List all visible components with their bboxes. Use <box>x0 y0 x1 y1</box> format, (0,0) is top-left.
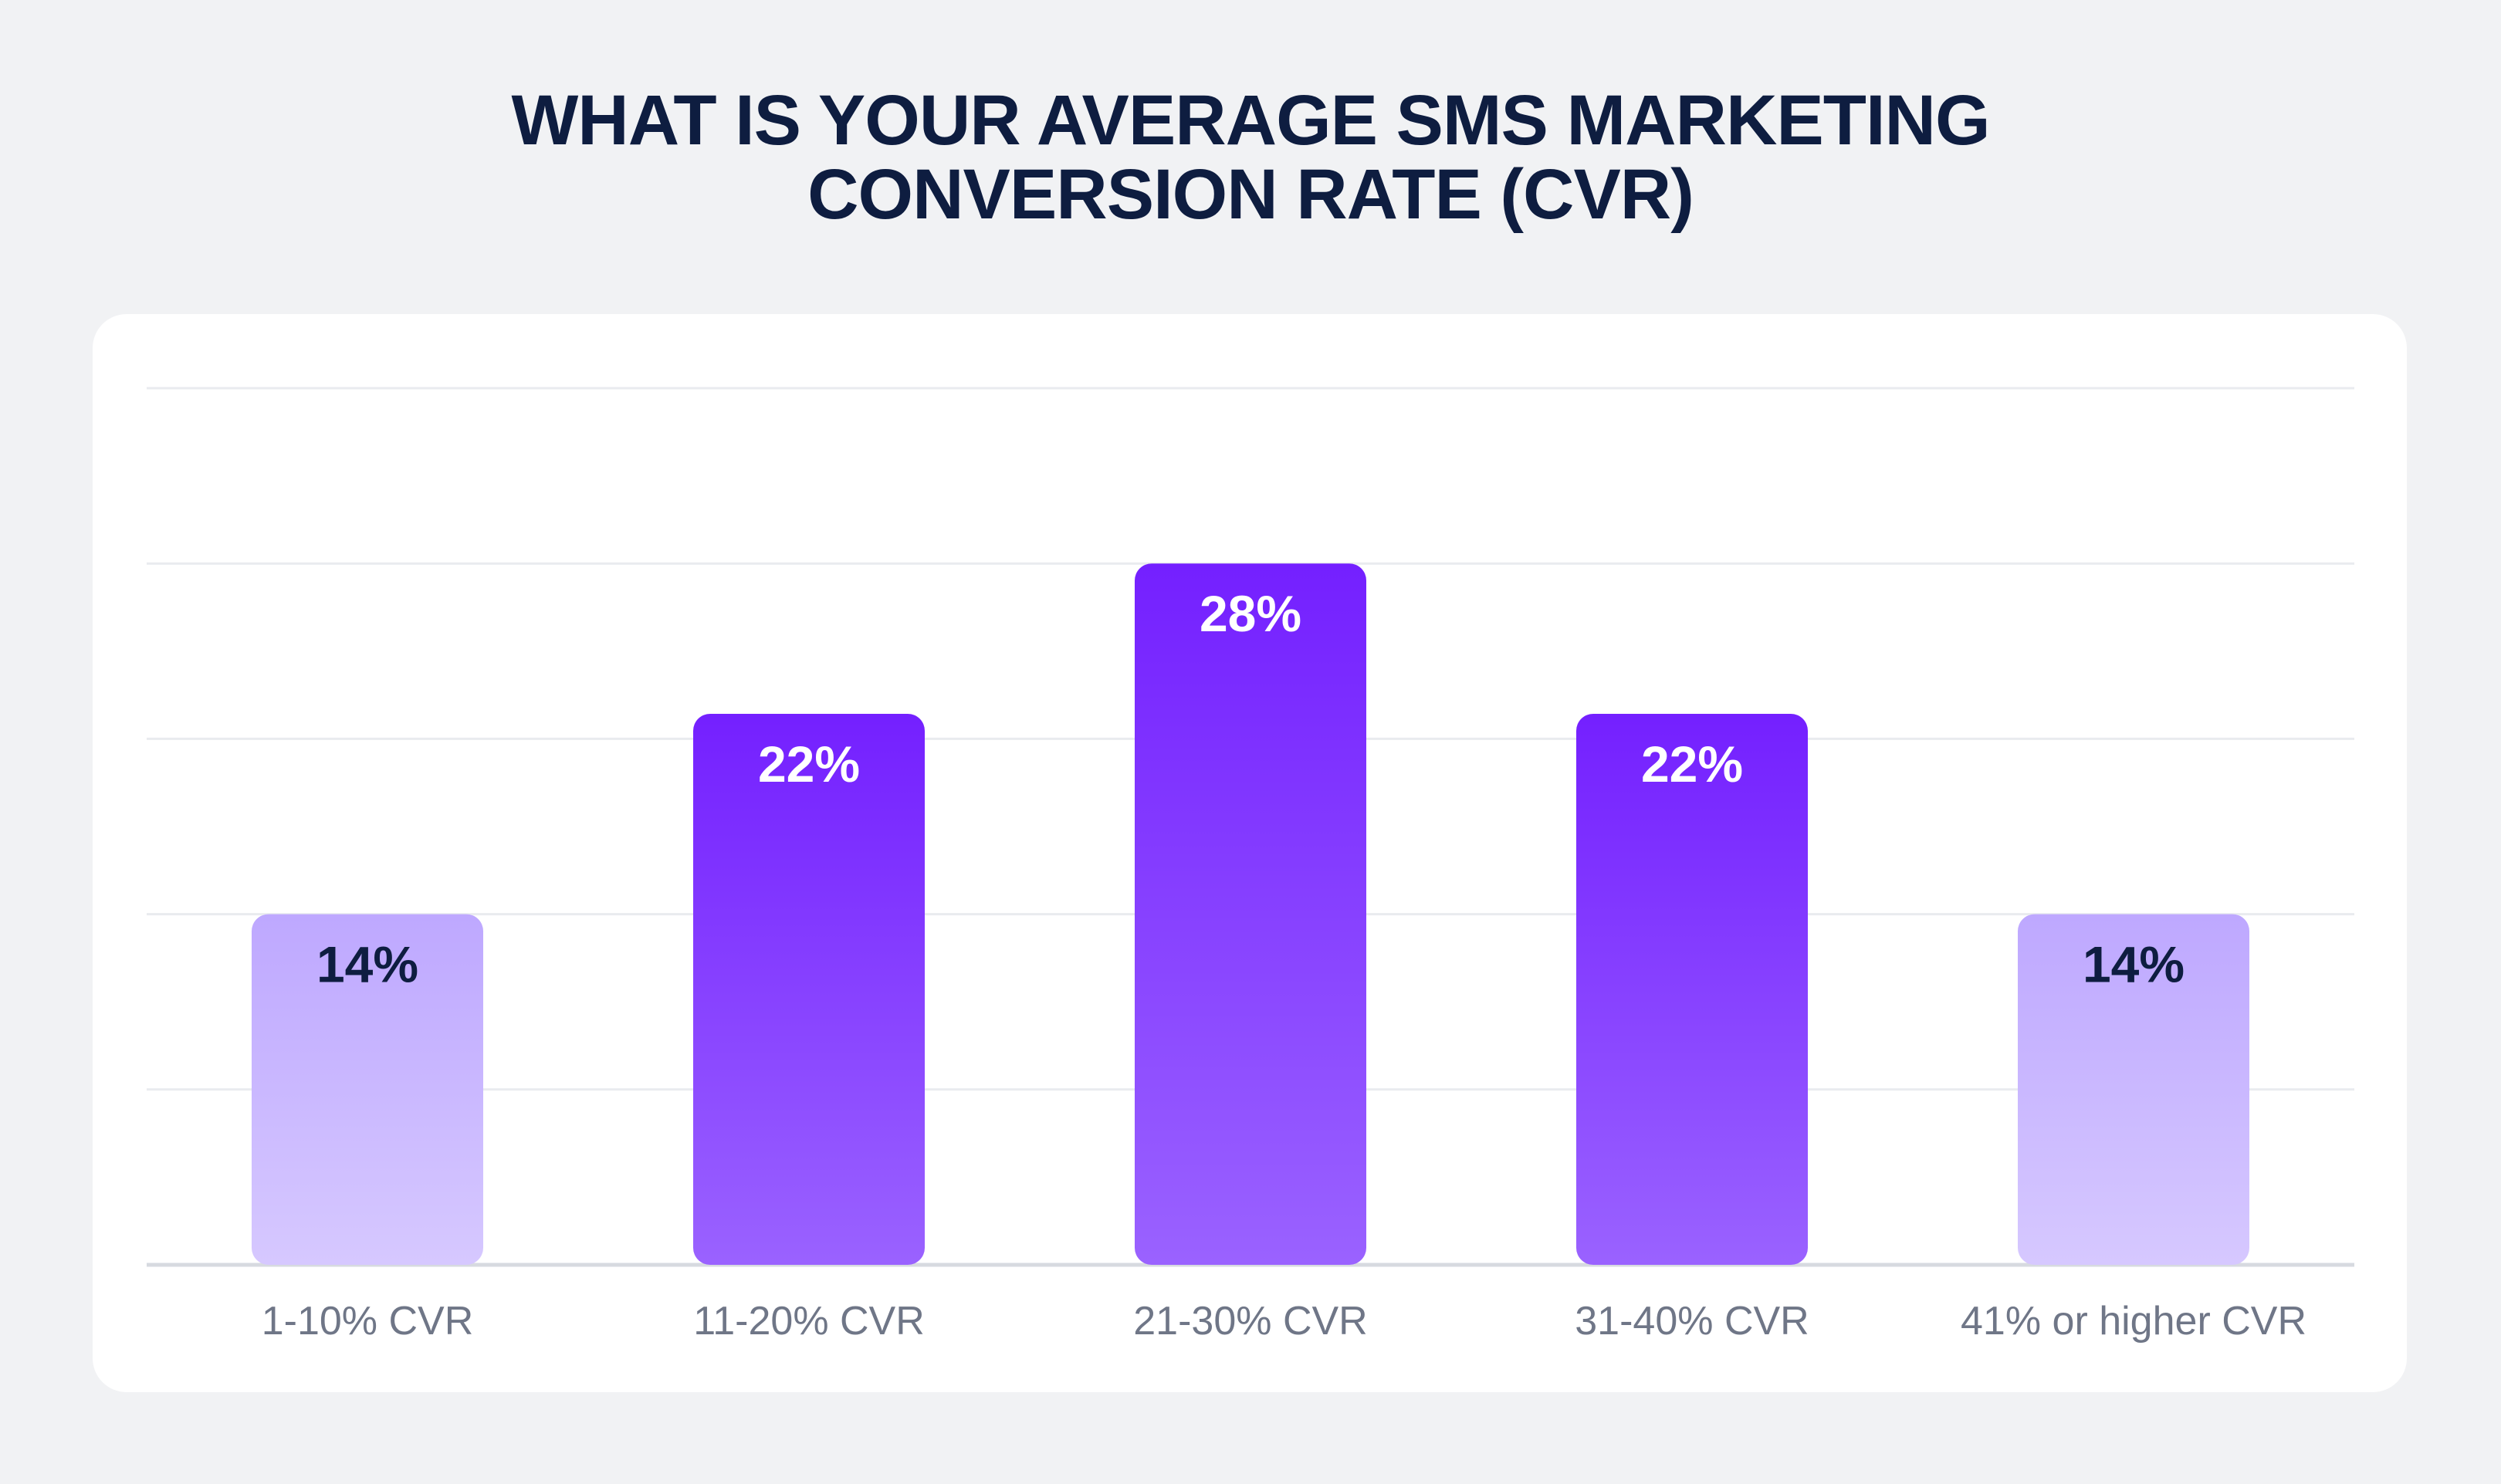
chart-title-line-2: CONVERSION RATE (CVR) <box>807 155 1694 234</box>
chart-title-line-1: WHAT IS YOUR AVERAGE SMS MARKETING <box>511 81 1990 160</box>
bar-3 <box>1135 563 1366 1265</box>
bar-4 <box>1576 713 1808 1265</box>
bar-value-label: 22% <box>1641 735 1743 793</box>
bar-value-label: 28% <box>1200 585 1301 642</box>
bar-1 <box>252 914 483 1265</box>
category-label: 31-40% CVR <box>1575 1299 1809 1344</box>
category-label: 1-10% CVR <box>262 1299 474 1344</box>
bar-chart: 14% 1-10% CVR 22% 11-20% CVR 28% 21-30% CVR 22… <box>147 387 2354 1344</box>
bar-5 <box>2018 914 2249 1265</box>
bar-value-label: 22% <box>758 735 860 793</box>
bar-2 <box>693 713 925 1265</box>
chart-card: 14% 1-10% CVR 22% 11-20% CVR 28% 21-30% CVR 22… <box>93 314 2407 1392</box>
chart-title: WHAT IS YOUR AVERAGE SMS MARKETING CONVE… <box>0 83 2501 232</box>
category-label: 11-20% CVR <box>693 1299 925 1344</box>
category-label: 41% or higher CVR <box>1961 1299 2306 1344</box>
bar-value-label: 14% <box>2083 936 2185 993</box>
category-label: 21-30% CVR <box>1133 1299 1367 1344</box>
bar-value-label: 14% <box>316 936 418 993</box>
